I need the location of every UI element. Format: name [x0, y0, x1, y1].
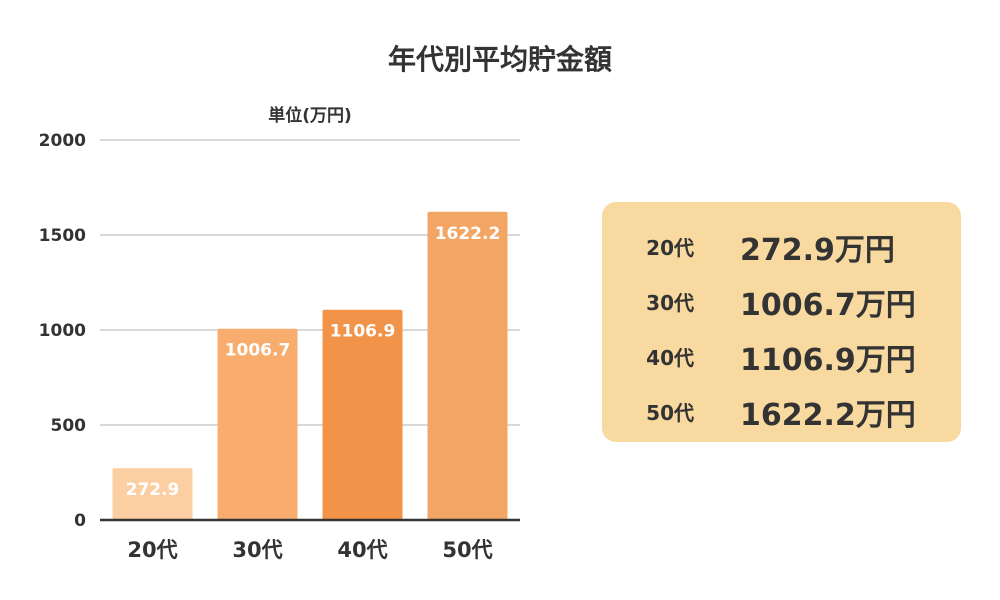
y-tick-label: 1000	[39, 321, 86, 341]
bar	[112, 468, 193, 520]
summary-age-label: 40代	[646, 346, 694, 370]
unit-label: 単位(万円)	[268, 105, 352, 126]
summary-amount: 1622.2万円	[740, 397, 916, 433]
bar	[427, 211, 508, 521]
summary-row: 40代 1106.9万円	[602, 329, 961, 384]
summary-age-label: 50代	[646, 401, 694, 425]
x-category-label: 20代	[127, 538, 177, 562]
summary-age-label: 20代	[646, 236, 694, 260]
data-label: 1622.2	[435, 224, 501, 244]
summary-amount: 1006.7万円	[740, 287, 916, 323]
x-category-label: 50代	[442, 538, 492, 562]
summary-amount: 1106.9万円	[740, 342, 916, 378]
data-label: 272.9	[126, 480, 180, 500]
bar	[217, 328, 298, 520]
data-label: 1006.7	[225, 341, 291, 361]
bar-chart: 単位(万円) 0 500 1000 1500 2000 272.9 20代 1006.7 30代…	[39, 105, 520, 562]
summary-age-label: 30代	[646, 291, 694, 315]
x-category-label: 30代	[232, 538, 282, 562]
chart-title: 年代別平均貯金額	[387, 43, 612, 76]
summary-row: 30代 1006.7万円	[602, 274, 961, 329]
summary-amount: 272.9万円	[740, 232, 895, 268]
y-tick-label: 2000	[39, 131, 86, 151]
data-label: 1106.9	[330, 322, 396, 342]
x-category-label: 40代	[337, 538, 387, 562]
y-tick-label: 500	[51, 416, 87, 436]
y-tick-label: 0	[74, 511, 86, 531]
y-tick-label: 1500	[39, 226, 86, 246]
bar	[322, 309, 403, 520]
summary-row: 50代 1622.2万円	[602, 384, 961, 439]
summary-panel: 20代 272.9万円 30代 1006.7万円 40代 1106.9万円 50…	[602, 202, 961, 442]
summary-row: 20代 272.9万円	[602, 219, 961, 274]
